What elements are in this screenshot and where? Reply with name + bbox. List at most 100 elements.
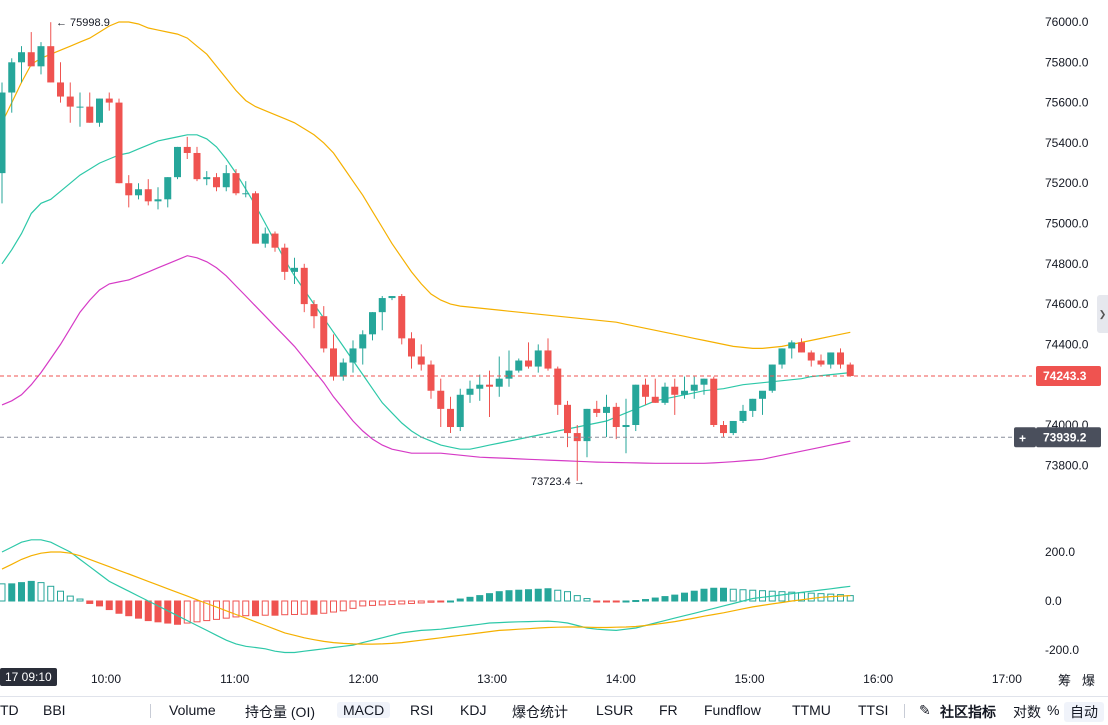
candle-body [778, 348, 786, 365]
indicator-bbi[interactable]: BBI [43, 702, 66, 718]
candle-body [27, 52, 35, 67]
indicator-kdj[interactable]: KDJ [460, 702, 487, 718]
indicator-open-interest[interactable]: 持仓量 (OI) [245, 704, 315, 720]
candle-body [369, 312, 376, 335]
macd-histogram-bar [320, 600, 328, 614]
macd-histogram-bar [213, 600, 220, 620]
candle-body [417, 356, 425, 365]
candle [252, 191, 259, 244]
macd-histogram-bar [505, 590, 513, 602]
auto-scale-toggle[interactable]: 自动 [1064, 702, 1104, 722]
indicator-macd[interactable]: MACD [337, 702, 391, 718]
candle [18, 46, 25, 83]
indicator-lsur[interactable]: LSUR [596, 702, 634, 718]
macd-histogram-bar [174, 600, 181, 625]
macd-histogram-bar [544, 588, 552, 602]
macd-histogram-bar [291, 600, 298, 615]
macd-dea-line [1, 551, 851, 645]
macd-histogram-bar [827, 593, 835, 602]
macd-histogram-bar [603, 600, 610, 603]
candle-body [193, 152, 201, 180]
macd-histogram-bar [27, 580, 35, 602]
macd-histogram-bar [573, 595, 581, 602]
candle-body [398, 296, 406, 339]
macd-histogram-bar [388, 600, 396, 605]
community-indicators-button[interactable]: 社区指标 [940, 704, 996, 720]
indicator-rsi[interactable]: RSI [410, 702, 434, 718]
indicator-liquidation-stats[interactable]: 爆仓统计 [512, 704, 568, 720]
candle [242, 181, 250, 198]
macd-histogram-bar [193, 600, 201, 623]
candle [710, 376, 718, 428]
macd-histogram-bar [525, 589, 532, 602]
candle-body [486, 384, 493, 387]
indicator-ttmu[interactable]: TTMU [792, 702, 831, 718]
candle-body [271, 233, 279, 248]
candle-body [281, 247, 289, 272]
indicator-fr[interactable]: FR [659, 702, 678, 718]
candle [417, 344, 425, 371]
chip-distribution-button[interactable]: 筹 [1058, 673, 1072, 688]
macd-histogram-bar [261, 600, 269, 616]
macd-histogram-bar [86, 600, 94, 604]
liquidation-button[interactable]: 爆 [1082, 673, 1096, 688]
time-tick-label: 15:00 [734, 672, 764, 686]
macd-histogram-bar [408, 600, 415, 604]
macd-dif-line [1, 539, 851, 654]
macd-histogram-bar [427, 600, 435, 603]
macd-histogram-bar [807, 592, 815, 602]
candle-body [242, 193, 250, 195]
candle-body [671, 386, 679, 395]
candle-body [8, 62, 16, 93]
macd-histogram-bar [612, 600, 620, 603]
candle-body [612, 406, 620, 428]
candle [632, 384, 640, 432]
macd-histogram-bar [495, 591, 503, 602]
indicator-fundflow[interactable]: Fundflow [704, 702, 761, 718]
candle [768, 364, 776, 393]
macd-histogram-bar [564, 591, 571, 602]
macd-histogram-bar [339, 600, 347, 612]
candle [349, 340, 357, 373]
log-scale-toggle[interactable]: 对数 [1013, 704, 1041, 720]
edit-icon[interactable]: ✎ [919, 702, 931, 718]
collapse-side-panel-icon[interactable]: ❯ [1097, 295, 1108, 333]
macd-histogram-bar [720, 587, 727, 602]
bollinger-upper-line [1, 21, 851, 349]
candle-body [768, 364, 776, 391]
candle-body [700, 378, 708, 385]
macd-histogram-bar [534, 588, 542, 602]
candle [515, 358, 523, 373]
candle [593, 400, 601, 417]
candle [271, 231, 279, 252]
candle-body [105, 98, 113, 103]
indicator-ttsi[interactable]: TTSI [858, 702, 889, 718]
macd-histogram-bar [642, 599, 649, 602]
candle-body [661, 386, 669, 403]
macd-histogram-bar [76, 598, 84, 602]
candle-body [788, 342, 796, 349]
chart-canvas[interactable]: 76000.0 75800.0 75600.0 75400.0 75200.0 75000… [0, 0, 1108, 696]
candle [135, 183, 142, 200]
indicator-volume[interactable]: Volume [169, 702, 216, 718]
add-alert-icon [1014, 427, 1036, 448]
candle-body [554, 368, 562, 405]
candle [427, 360, 435, 399]
macd-histogram-bar [837, 594, 844, 602]
percent-scale-toggle[interactable]: % [1047, 702, 1060, 718]
candle [408, 332, 415, 369]
candle [47, 22, 55, 83]
price-tick-label: 74400.0 [1045, 337, 1089, 351]
candle [495, 356, 503, 397]
candle [505, 350, 513, 387]
price-tick-label: 74800.0 [1045, 257, 1089, 271]
macd-histogram-bar [300, 600, 308, 615]
candle [37, 42, 45, 75]
macd-histogram-bar [37, 582, 45, 602]
macd-histogram-bar [417, 600, 425, 604]
candle-body [0, 92, 6, 174]
candle-body [203, 177, 211, 180]
indicator-td[interactable]: TD [0, 702, 19, 718]
candle [300, 263, 308, 313]
macd-histogram-bar [700, 588, 708, 602]
